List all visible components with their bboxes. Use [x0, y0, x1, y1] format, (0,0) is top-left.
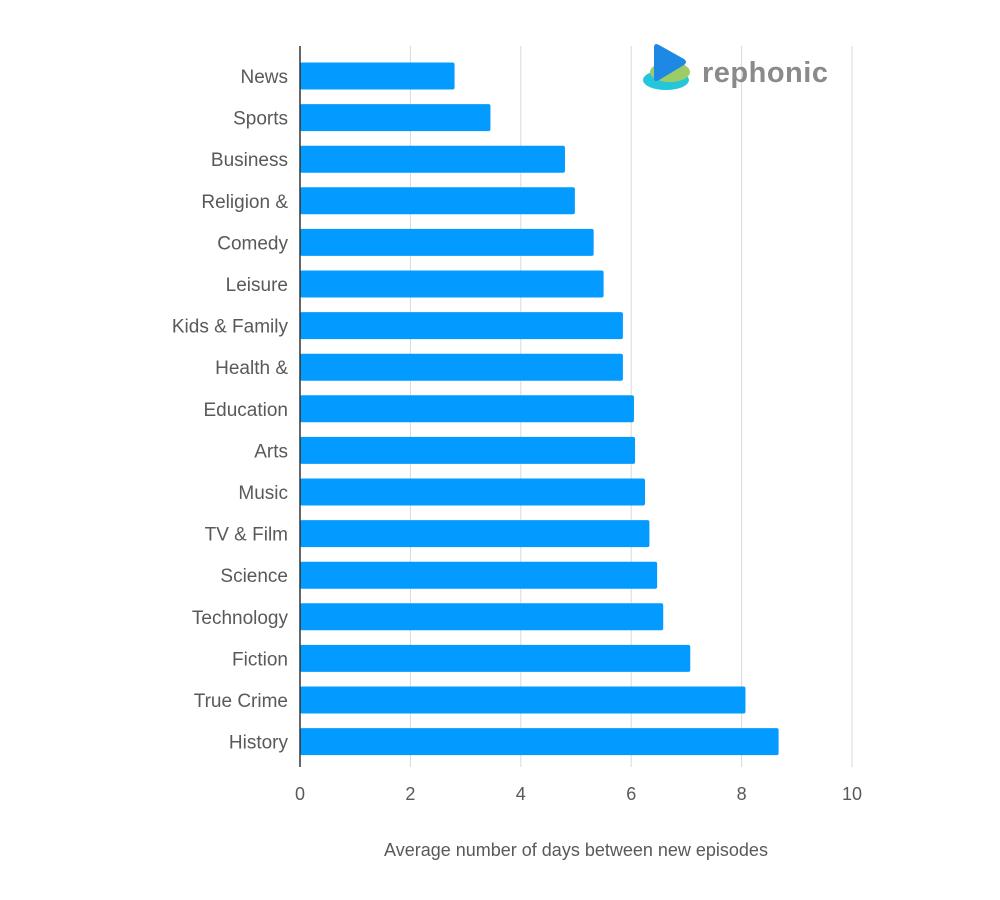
x-tick-label: 10 — [842, 784, 862, 804]
play-logo-icon — [643, 44, 690, 90]
category-label: History — [229, 733, 289, 754]
bar — [300, 62, 455, 90]
category-label: Music — [238, 483, 288, 504]
bar — [300, 520, 650, 548]
bar — [300, 728, 779, 756]
category-label: Education — [203, 400, 288, 421]
brand-logo: rephonic — [643, 44, 828, 90]
x-tick-label: 4 — [516, 784, 526, 804]
bar — [300, 228, 594, 256]
category-label: Business — [211, 150, 288, 171]
category-label: Technology — [192, 608, 289, 629]
x-tick-label: 6 — [626, 784, 636, 804]
bar — [300, 395, 634, 423]
bar — [300, 270, 604, 298]
category-label: Leisure — [226, 275, 288, 296]
category-label: Sports — [233, 109, 288, 130]
category-label: Religion & — [201, 192, 288, 213]
category-label: Health & — [215, 358, 288, 379]
x-tick-label: 0 — [295, 784, 305, 804]
category-label: Fiction — [232, 649, 288, 670]
category-label: True Crime — [194, 691, 288, 712]
bar — [300, 686, 746, 714]
category-label: News — [240, 67, 288, 88]
bar — [300, 436, 636, 464]
bar — [300, 644, 691, 672]
category-label: TV & Film — [205, 525, 288, 546]
bar — [300, 312, 623, 340]
bar — [300, 145, 565, 173]
bar — [300, 561, 658, 589]
x-tick-label: 2 — [405, 784, 415, 804]
bar — [300, 603, 664, 631]
bars — [300, 62, 779, 756]
x-axis-title: Average number of days between new episo… — [384, 840, 768, 860]
bar — [300, 187, 575, 215]
bar — [300, 104, 491, 132]
brand-name: rephonic — [702, 57, 828, 89]
category-label: Comedy — [217, 233, 288, 254]
category-label: Kids & Family — [172, 317, 289, 338]
category-labels: News Sports Business Religion & Comedy Leisur… — [172, 67, 289, 754]
x-tick-labels: 0 2 4 6 8 10 — [295, 784, 862, 804]
category-label: Science — [220, 566, 288, 587]
category-label: Arts — [254, 441, 288, 462]
bar — [300, 353, 623, 381]
bar — [300, 478, 645, 506]
x-tick-label: 8 — [737, 784, 747, 804]
